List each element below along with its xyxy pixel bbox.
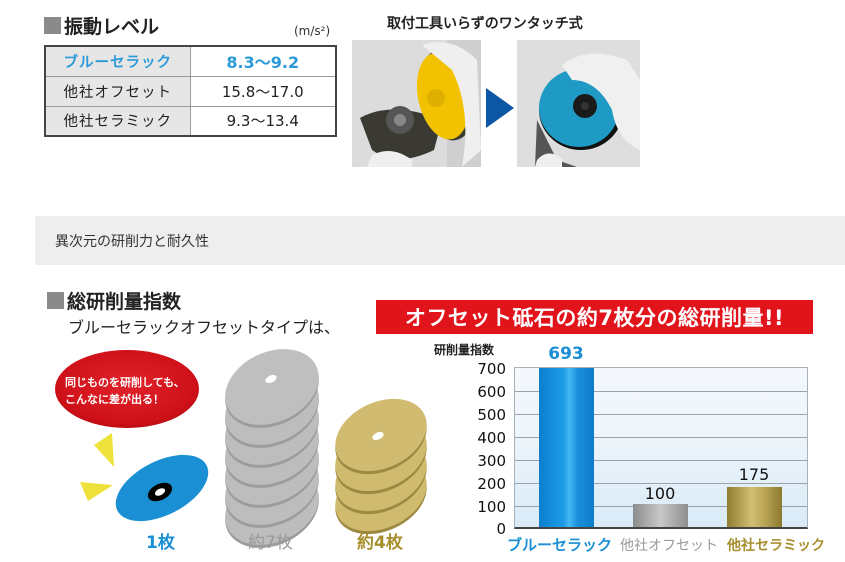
- bar-value-label: 175: [738, 465, 770, 484]
- y-tick: 700: [477, 360, 506, 378]
- y-tick: 600: [477, 383, 506, 401]
- one-touch-caption: 取付工具いらずのワンタッチ式: [387, 16, 583, 32]
- accent-triangle-icon: [94, 433, 114, 467]
- speech-bubble: [55, 350, 199, 428]
- grinding-title-text: 総研削量指数: [67, 291, 182, 313]
- vibration-table: ブルーセラック 8.3〜9.2 他社オフセット 15.8〜17.0 他社セラミッ…: [44, 45, 337, 137]
- disk-comparison-illustration: [0, 335, 440, 562]
- lead-text: ブルーセラックオフセットタイプは、: [68, 318, 341, 337]
- gridline: [515, 414, 807, 415]
- x-axis-label: 他社セラミック: [727, 538, 825, 554]
- product-name-cell: 他社セラミック: [44, 105, 191, 137]
- disk-count-label-blue: 1枚: [146, 533, 175, 553]
- accent-triangle-icon: [80, 482, 113, 501]
- bubble-line-1: 同じものを研削しても、: [65, 376, 185, 389]
- bar-competitor-ceramic: [727, 487, 782, 527]
- y-tick: 100: [477, 498, 506, 516]
- bubble-line-2: こんなに差が出る！: [65, 393, 164, 406]
- y-tick: 500: [477, 406, 506, 424]
- bar-value-label: 693: [548, 344, 584, 364]
- speech-bubble-text: 同じものを研削しても、 こんなに差が出る！: [65, 374, 185, 408]
- table-row: ブルーセラック 8.3〜9.2: [44, 45, 337, 77]
- gridline: [515, 460, 807, 461]
- grinding-section-title: 総研削量指数: [47, 287, 181, 314]
- bar-competitor-offset: [633, 504, 688, 527]
- blue-disc-attached-photo: [517, 40, 640, 167]
- y-tick: 0: [496, 520, 506, 538]
- vibration-value-cell: 8.3〜9.2: [189, 45, 337, 77]
- table-row: 他社オフセット 15.8〜17.0: [44, 75, 337, 107]
- product-name-cell: ブルーセラック: [44, 45, 191, 77]
- gridline: [515, 483, 807, 484]
- grinder-with-yellow-pad-illustration: [352, 40, 481, 167]
- square-bullet-icon: [44, 17, 61, 34]
- y-tick: 200: [477, 475, 506, 493]
- gold-disk-stack-icon: [335, 398, 427, 535]
- y-tick: 400: [477, 429, 506, 447]
- product-name-cell: 他社オフセット: [44, 75, 191, 107]
- table-row: 他社セラミック 9.3〜13.4: [44, 105, 337, 137]
- bar-bluecerac: [539, 368, 594, 527]
- x-axis-label: ブルーセラック: [507, 536, 613, 554]
- square-bullet-icon: [47, 292, 64, 309]
- yellow-backing-pad-photo: [352, 40, 481, 167]
- gridline: [515, 391, 807, 392]
- gray-disk-stack-icon: [225, 349, 319, 548]
- vibration-section-title: 振動レベル: [44, 12, 159, 39]
- chart-plot-area: [514, 367, 808, 529]
- vibration-title-text: 振動レベル: [64, 16, 160, 38]
- disk-count-label-gold: 約4枚: [357, 533, 403, 553]
- section-heading-band: 異次元の研削力と耐久性: [35, 216, 845, 265]
- x-axis-label: 他社オフセット: [620, 538, 718, 554]
- section-heading-text: 異次元の研削力と耐久性: [55, 234, 209, 250]
- right-arrow-icon: [486, 88, 514, 132]
- grinder-with-blue-disc-illustration: [517, 40, 640, 167]
- y-tick: 300: [477, 452, 506, 470]
- blue-disk-icon: [115, 454, 209, 522]
- bar-value-label: 100: [644, 484, 676, 503]
- highlight-banner: オフセット砥石の約7枚分の総研削量!!: [376, 300, 813, 334]
- chart-y-axis-label: 研削量指数: [434, 343, 495, 357]
- disk-count-label-gray: 約7枚: [248, 533, 293, 553]
- gridline: [515, 437, 807, 438]
- vibration-unit: (m/s²): [294, 24, 331, 38]
- vibration-value-cell: 9.3〜13.4: [189, 105, 337, 137]
- vibration-value-cell: 15.8〜17.0: [189, 75, 337, 107]
